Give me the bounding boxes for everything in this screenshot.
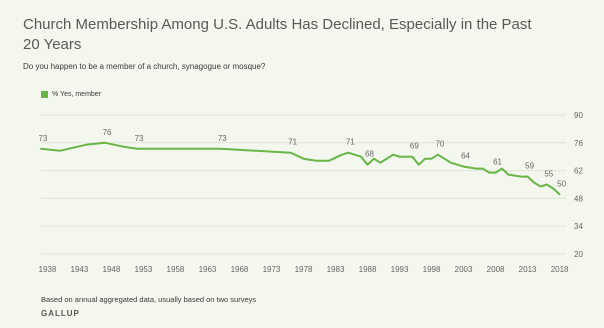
y-tick-label: 48 xyxy=(574,194,583,203)
chart-subtitle: Do you happen to be a member of a church… xyxy=(23,62,266,71)
data-point xyxy=(104,141,106,144)
data-label: 71 xyxy=(288,138,297,147)
x-tick-label: 1963 xyxy=(199,265,217,274)
x-tick-label: 1948 xyxy=(103,265,121,274)
data-point xyxy=(552,187,555,190)
data-point xyxy=(411,155,414,158)
data-label: 76 xyxy=(103,128,112,137)
data-point xyxy=(392,153,395,156)
data-point xyxy=(379,161,382,164)
legend-label: % Yes, member xyxy=(52,91,102,98)
data-point xyxy=(136,147,138,150)
data-label: 68 xyxy=(365,150,374,159)
x-tick-label: 1968 xyxy=(231,265,249,274)
data-point xyxy=(488,171,491,174)
chart-title: Church Membership Among U.S. Adults Has … xyxy=(23,16,532,53)
x-tick-label: 1993 xyxy=(391,265,409,274)
x-tick-label: 1988 xyxy=(359,265,377,274)
y-tick-label: 62 xyxy=(574,167,583,176)
gallup-logo: GALLUP xyxy=(41,309,80,318)
data-label: 73 xyxy=(39,134,48,143)
legend-swatch xyxy=(41,91,48,98)
data-point xyxy=(373,157,375,160)
data-point xyxy=(481,167,484,170)
data-point xyxy=(475,167,478,170)
data-point xyxy=(59,149,62,152)
series-line-0 xyxy=(40,141,561,196)
data-point xyxy=(501,167,503,170)
data-label: 70 xyxy=(435,140,444,149)
data-point xyxy=(520,175,523,178)
legend: % Yes, member xyxy=(41,91,101,98)
data-point xyxy=(398,155,401,158)
x-tick-label: 1998 xyxy=(423,265,441,274)
data-point xyxy=(430,157,433,160)
data-point xyxy=(315,159,318,162)
x-tick-label: 2003 xyxy=(455,265,473,274)
data-label: 69 xyxy=(410,142,419,151)
x-tick-label: 2008 xyxy=(487,265,505,274)
data-point xyxy=(494,171,497,174)
data-point xyxy=(123,145,126,148)
data-point xyxy=(417,163,420,166)
data-point xyxy=(366,163,369,166)
data-label: 50 xyxy=(557,179,566,188)
data-point xyxy=(558,193,561,196)
data-point xyxy=(449,161,452,164)
x-tick-label: 1958 xyxy=(167,265,185,274)
x-tick-label: 1943 xyxy=(71,265,89,274)
footnote: Based on annual aggregated data, usually… xyxy=(41,295,257,304)
x-tick-label: 1953 xyxy=(135,265,153,274)
y-tick-label: 20 xyxy=(574,250,583,259)
data-label: 71 xyxy=(346,138,355,147)
y-tick-label: 90 xyxy=(574,111,583,120)
y-tick-label: 34 xyxy=(574,222,583,231)
x-tick-label: 1938 xyxy=(39,265,57,274)
data-point xyxy=(360,155,363,158)
data-point xyxy=(545,183,548,186)
data-point xyxy=(533,181,535,184)
data-point xyxy=(462,165,465,168)
x-tick-label: 1983 xyxy=(327,265,345,274)
data-label: 64 xyxy=(461,152,470,161)
data-point xyxy=(526,175,529,178)
data-point xyxy=(40,147,42,150)
data-point xyxy=(219,147,222,150)
x-tick-label: 2013 xyxy=(519,265,537,274)
data-label: 73 xyxy=(218,134,227,143)
data-label: 55 xyxy=(544,170,553,179)
x-tick-label: 1973 xyxy=(263,265,281,274)
x-tick-label: 2018 xyxy=(551,265,569,274)
data-point xyxy=(341,153,343,156)
x-tick-label: 1978 xyxy=(295,265,313,274)
data-point xyxy=(539,185,542,188)
data-label: 61 xyxy=(493,158,502,167)
data-point xyxy=(437,153,439,156)
data-point xyxy=(302,157,305,160)
data-point xyxy=(84,143,87,146)
data-point xyxy=(424,157,427,160)
data-label: 73 xyxy=(135,134,144,143)
data-point xyxy=(507,173,510,176)
data-point xyxy=(328,159,331,162)
data-point xyxy=(347,151,350,154)
data-label: 59 xyxy=(525,162,534,171)
y-tick-label: 76 xyxy=(574,139,583,148)
data-point xyxy=(289,151,292,154)
